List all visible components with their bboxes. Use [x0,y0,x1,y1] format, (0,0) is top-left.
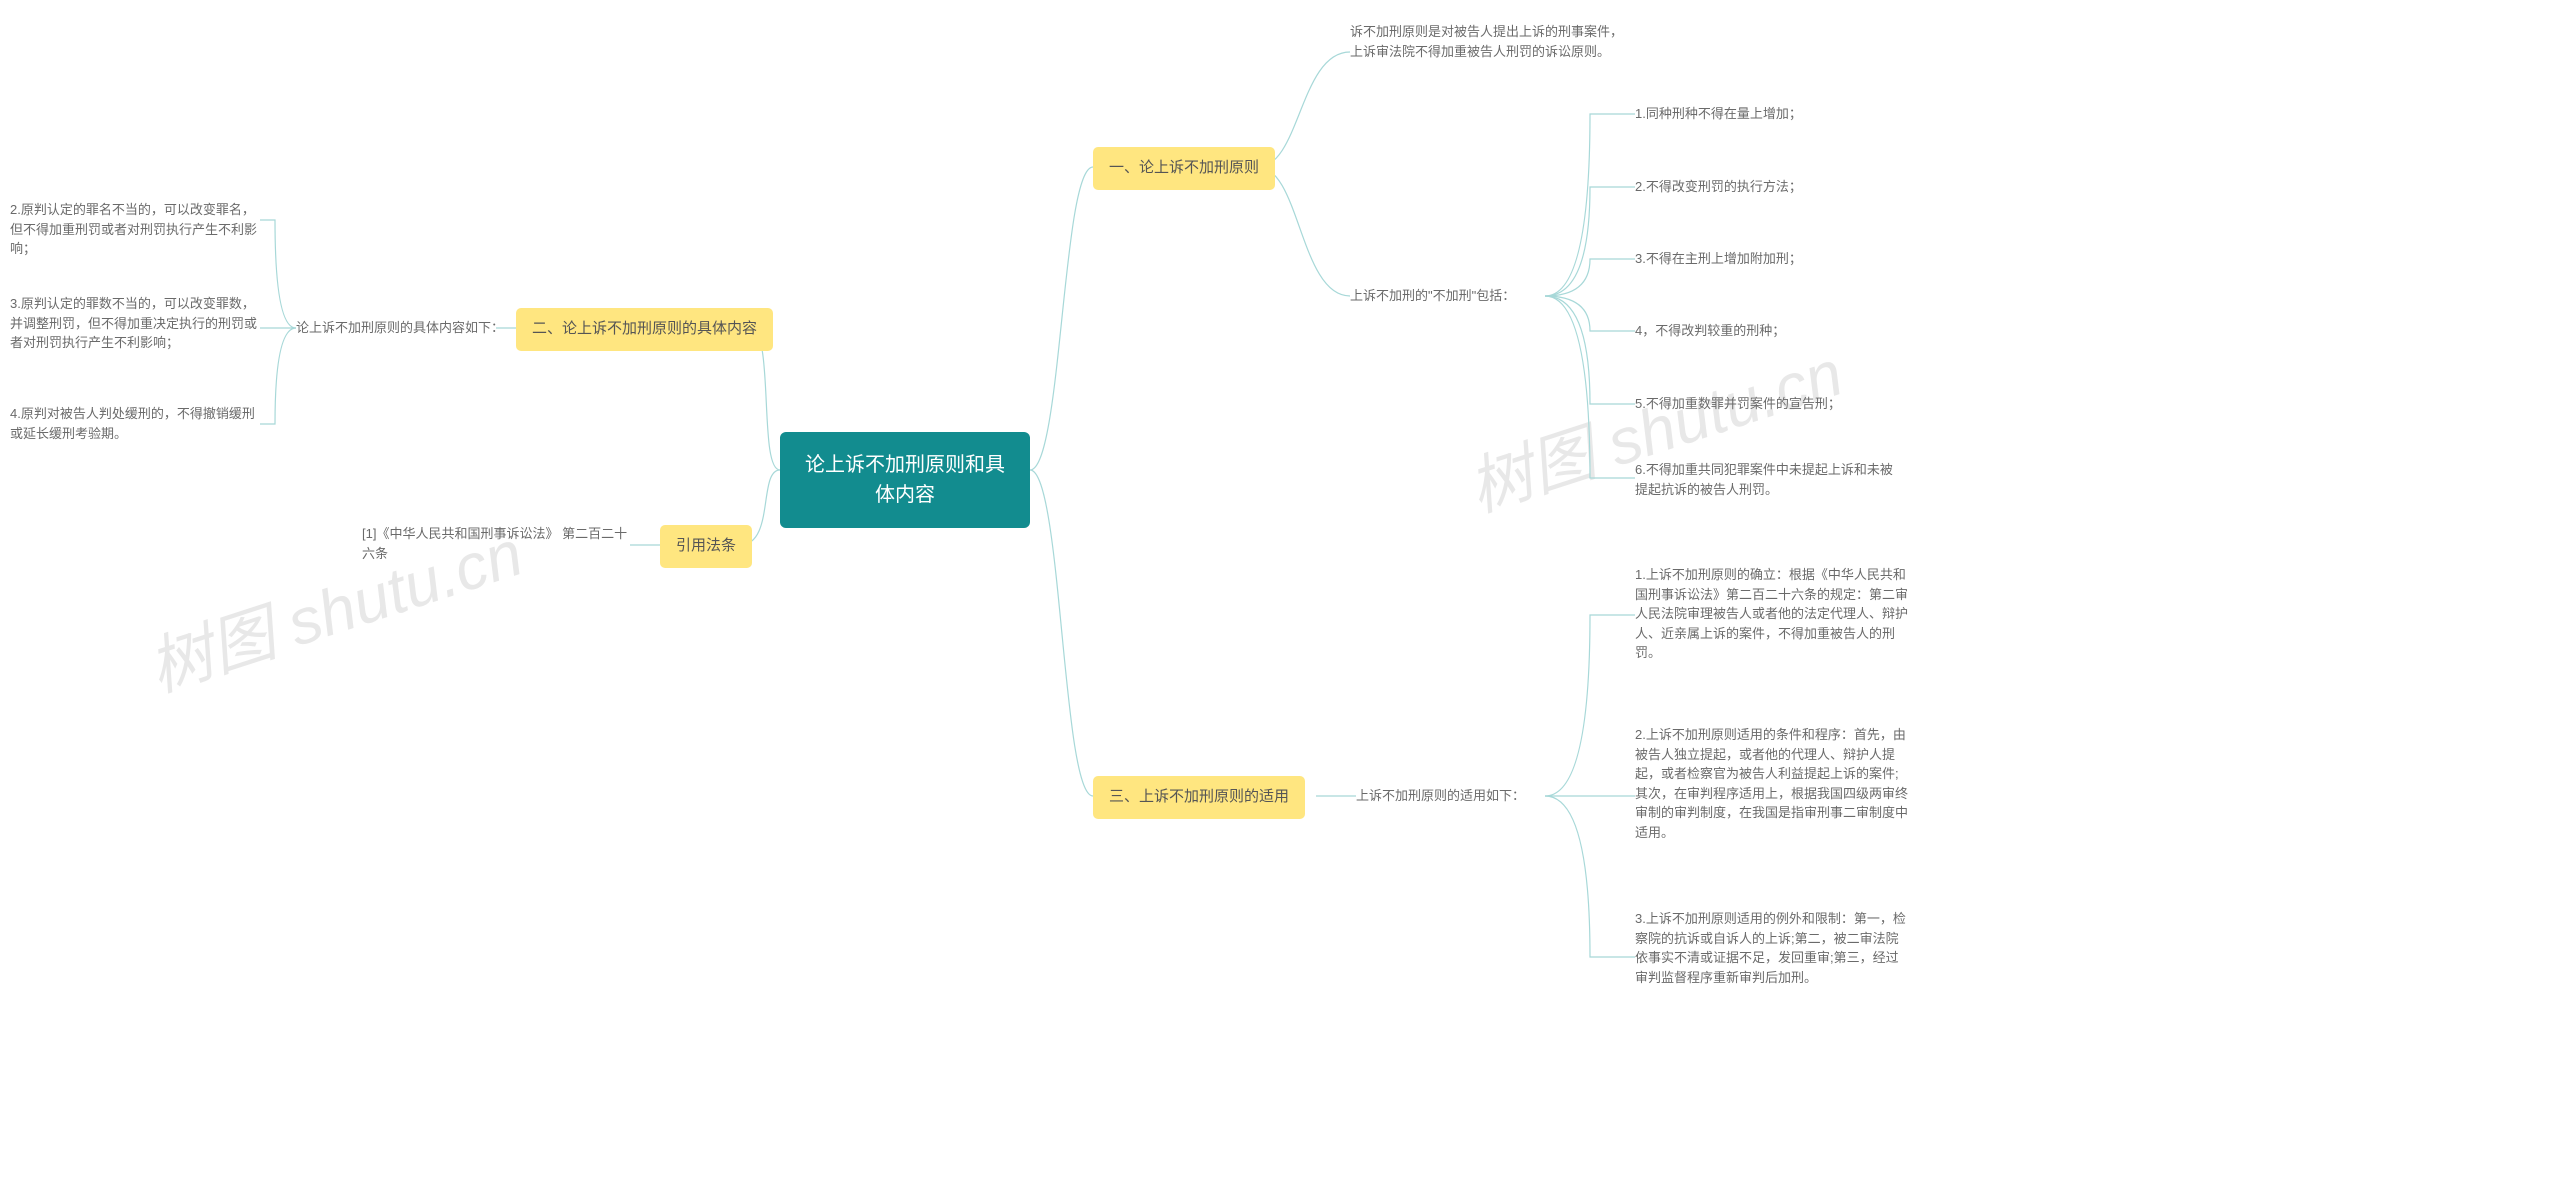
branch-2-leaf-2: 4.原判对被告人判处缓刑的，不得撤销缓刑或延长缓刑考验期。 [10,404,265,443]
branch-1-leaf-0: 1.同种刑种不得在量上增加； [1635,104,1802,124]
connector-layer [0,0,2560,1181]
branch-3-leaf-1: 2.上诉不加刑原则适用的条件和程序：首先，由被告人独立提起，或者他的代理人、辩护… [1635,725,1910,842]
branch-1-leaf-1: 2.不得改变刑罚的执行方法； [1635,177,1802,197]
branch-2: 二、论上诉不加刑原则的具体内容 [516,308,773,351]
branch-3-leaf-2: 3.上诉不加刑原则适用的例外和限制：第一，检察院的抗诉或自诉人的上诉;第二，被二… [1635,909,1910,987]
branch-4: 引用法条 [660,525,752,568]
branch-1-leaf-3: 4，不得改判较重的刑种； [1635,321,1785,341]
center-topic: 论上诉不加刑原则和具体内容 [780,432,1030,528]
branch-1-child-a: 诉不加刑原则是对被告人提出上诉的刑事案件，上诉审法院不得加重被告人刑罚的诉讼原则… [1350,22,1630,61]
branch-1-leaf-5: 6.不得加重共同犯罪案件中未提起上诉和未被提起抗诉的被告人刑罚。 [1635,460,1905,499]
branch-1-leaf-2: 3.不得在主刑上增加附加刑； [1635,249,1802,269]
branch-3-child: 上诉不加刑原则的适用如下： [1356,786,1525,806]
branch-3: 三、上诉不加刑原则的适用 [1093,776,1305,819]
branch-1: 一、论上诉不加刑原则 [1093,147,1275,190]
branch-2-leaf-1: 3.原判认定的罪数不当的，可以改变罪数，并调整刑罚，但不得加重决定执行的刑罚或者… [10,294,265,353]
branch-1-leaf-4: 5.不得加重数罪并罚案件的宣告刑； [1635,394,1841,414]
branch-2-child: 论上诉不加刑原则的具体内容如下： [296,318,504,338]
branch-2-leaf-0: 2.原判认定的罪名不当的，可以改变罪名，但不得加重刑罚或者对刑罚执行产生不利影响… [10,200,265,259]
branch-4-child: [1]《中华人民共和国刑事诉讼法》 第二百二十六条 [362,524,632,563]
branch-3-leaf-0: 1.上诉不加刑原则的确立：根据《中华人民共和国刑事诉讼法》第二百二十六条的规定：… [1635,565,1910,663]
branch-1-child-b: 上诉不加刑的"不加刑"包括： [1350,286,1515,306]
